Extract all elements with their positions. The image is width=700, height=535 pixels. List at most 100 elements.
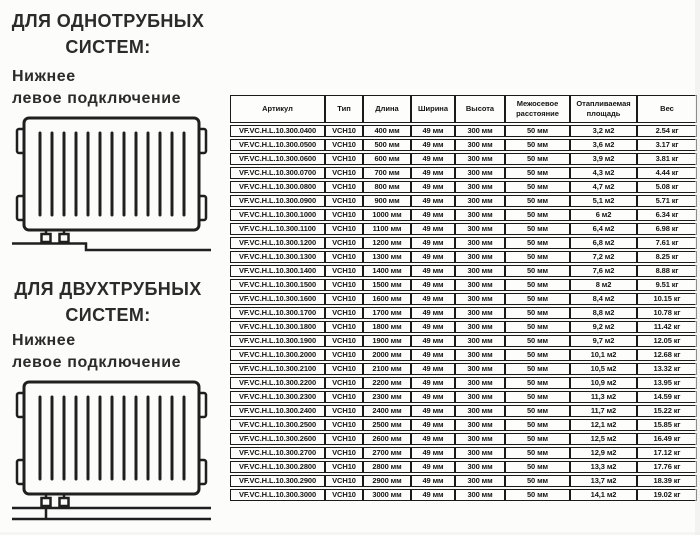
table-cell: 11,3 м2 <box>570 391 637 403</box>
table-cell: 50 мм <box>505 153 570 165</box>
table-cell: 13.95 кг <box>637 377 697 389</box>
table-cell: VCH10 <box>325 307 363 319</box>
table-cell: 49 мм <box>411 293 455 305</box>
table-cell: VCH10 <box>325 377 363 389</box>
table-row: VF.VC.H.L.10.300.2600 VCH10 2600 мм 49 мм 30… <box>230 433 697 445</box>
table-cell: 49 мм <box>411 181 455 193</box>
table-cell: 300 мм <box>455 321 505 333</box>
table-cell: VCH10 <box>325 223 363 235</box>
table-cell: 900 мм <box>363 195 411 207</box>
table-cell: 12.68 кг <box>637 349 697 361</box>
table-cell: 2000 мм <box>363 349 411 361</box>
table-row: VF.VC.H.L.10.300.1500 VCH10 1500 мм 49 мм 30… <box>230 279 697 291</box>
table-cell: 300 мм <box>455 223 505 235</box>
table-cell: 8,8 м2 <box>570 307 637 319</box>
table-row: VF.VC.H.L.10.300.3000 VCH10 3000 мм 49 мм 30… <box>230 489 697 501</box>
table-cell: VF.VC.H.L.10.300.0500 <box>230 139 325 151</box>
table-cell: 500 мм <box>363 139 411 151</box>
column-header: Длина <box>363 95 411 123</box>
table-row: VF.VC.H.L.10.300.2200 VCH10 2200 мм 49 мм 30… <box>230 377 697 389</box>
table-cell: 50 мм <box>505 461 570 473</box>
table-cell: 5,1 м2 <box>570 195 637 207</box>
table-cell: 2200 мм <box>363 377 411 389</box>
table-row: VF.VC.H.L.10.300.1100 VCH10 1100 мм 49 мм 30… <box>230 223 697 235</box>
sidebar: ДЛЯ ОДНОТРУБНЫХ СИСТЕМ: Нижнее левое под… <box>0 0 228 535</box>
table-cell: VCH10 <box>325 293 363 305</box>
table-cell: 49 мм <box>411 167 455 179</box>
bottom-left-connection-valves <box>40 494 70 508</box>
table-cell: 12,9 м2 <box>570 447 637 459</box>
spec-table-container: Артикул Тип Длина Ширина Высота Межосевое рас… <box>230 93 697 503</box>
table-cell: VCH10 <box>325 475 363 487</box>
table-cell: 50 мм <box>505 433 570 445</box>
table-cell: 14,1 м2 <box>570 489 637 501</box>
table-cell: 10,5 м2 <box>570 363 637 375</box>
single-pipe-line <box>12 242 211 252</box>
table-cell: 300 мм <box>455 307 505 319</box>
table-cell: 300 мм <box>455 475 505 487</box>
table-cell: 2.54 кг <box>637 125 697 137</box>
table-row: VF.VC.H.L.10.300.1300 VCH10 1300 мм 49 мм 30… <box>230 251 697 263</box>
table-cell: VCH10 <box>325 181 363 193</box>
table-cell: 11,7 м2 <box>570 405 637 417</box>
table-cell: 4,3 м2 <box>570 167 637 179</box>
table-cell: 49 мм <box>411 223 455 235</box>
table-cell: 15.22 кг <box>637 405 697 417</box>
photo-edge-shadow <box>695 0 700 535</box>
table-cell: 6,8 м2 <box>570 237 637 249</box>
table-cell: 50 мм <box>505 265 570 277</box>
table-cell: 600 мм <box>363 153 411 165</box>
table-cell: VF.VC.H.L.10.300.1900 <box>230 335 325 347</box>
table-cell: VF.VC.H.L.10.300.1400 <box>230 265 325 277</box>
column-header: Тип <box>325 95 363 123</box>
table-cell: VCH10 <box>325 363 363 375</box>
table-cell: 1800 мм <box>363 321 411 333</box>
photo-edge-shadow <box>0 532 700 535</box>
spec-table-body: VF.VC.H.L.10.300.0400 VCH10 400 мм 49 мм 300… <box>230 125 697 501</box>
table-cell: 300 мм <box>455 265 505 277</box>
table-cell: VCH10 <box>325 489 363 501</box>
table-row: VF.VC.H.L.10.300.1200 VCH10 1200 мм 49 мм 30… <box>230 237 697 249</box>
table-cell: 50 мм <box>505 489 570 501</box>
table-cell: VF.VC.H.L.10.300.1700 <box>230 307 325 319</box>
table-cell: 3000 мм <box>363 489 411 501</box>
table-cell: 7,6 м2 <box>570 265 637 277</box>
table-cell: 300 мм <box>455 279 505 291</box>
table-cell: 50 мм <box>505 321 570 333</box>
table-cell: 3.81 кг <box>637 153 697 165</box>
column-header: Ширина <box>411 95 455 123</box>
table-cell: 49 мм <box>411 265 455 277</box>
table-cell: 12,5 м2 <box>570 433 637 445</box>
table-cell: 10.15 кг <box>637 293 697 305</box>
table-cell: 1200 мм <box>363 237 411 249</box>
table-cell: 300 мм <box>455 363 505 375</box>
table-cell: 49 мм <box>411 433 455 445</box>
table-cell: VCH10 <box>325 405 363 417</box>
table-cell: 49 мм <box>411 363 455 375</box>
table-cell: 300 мм <box>455 167 505 179</box>
radiator-bottom-left-single-pipe-icon <box>12 116 211 252</box>
table-cell: 300 мм <box>455 461 505 473</box>
table-cell: 6,4 м2 <box>570 223 637 235</box>
table-cell: 2900 мм <box>363 475 411 487</box>
table-cell: 300 мм <box>455 377 505 389</box>
table-cell: VCH10 <box>325 125 363 137</box>
table-cell: 3,9 м2 <box>570 153 637 165</box>
single-pipe-heading: ДЛЯ ОДНОТРУБНЫХ СИСТЕМ: <box>11 11 205 57</box>
table-cell: 800 мм <box>363 181 411 193</box>
table-row: VF.VC.H.L.10.300.2400 VCH10 2400 мм 49 мм 30… <box>230 405 697 417</box>
table-cell: 1100 мм <box>363 223 411 235</box>
table-row: VF.VC.H.L.10.300.1900 VCH10 1900 мм 49 мм 30… <box>230 335 697 347</box>
table-row: VF.VC.H.L.10.300.2100 VCH10 2100 мм 49 мм 30… <box>230 363 697 375</box>
table-cell: 18.39 кг <box>637 475 697 487</box>
table-cell: 6.98 кг <box>637 223 697 235</box>
table-cell: 300 мм <box>455 209 505 221</box>
table-cell: 2100 мм <box>363 363 411 375</box>
table-cell: 11.42 кг <box>637 321 697 333</box>
table-row: VF.VC.H.L.10.300.2300 VCH10 2300 мм 49 мм 30… <box>230 391 697 403</box>
table-cell: 49 мм <box>411 125 455 137</box>
table-cell: VF.VC.H.L.10.300.0700 <box>230 167 325 179</box>
table-cell: VF.VC.H.L.10.300.1100 <box>230 223 325 235</box>
table-cell: 50 мм <box>505 391 570 403</box>
